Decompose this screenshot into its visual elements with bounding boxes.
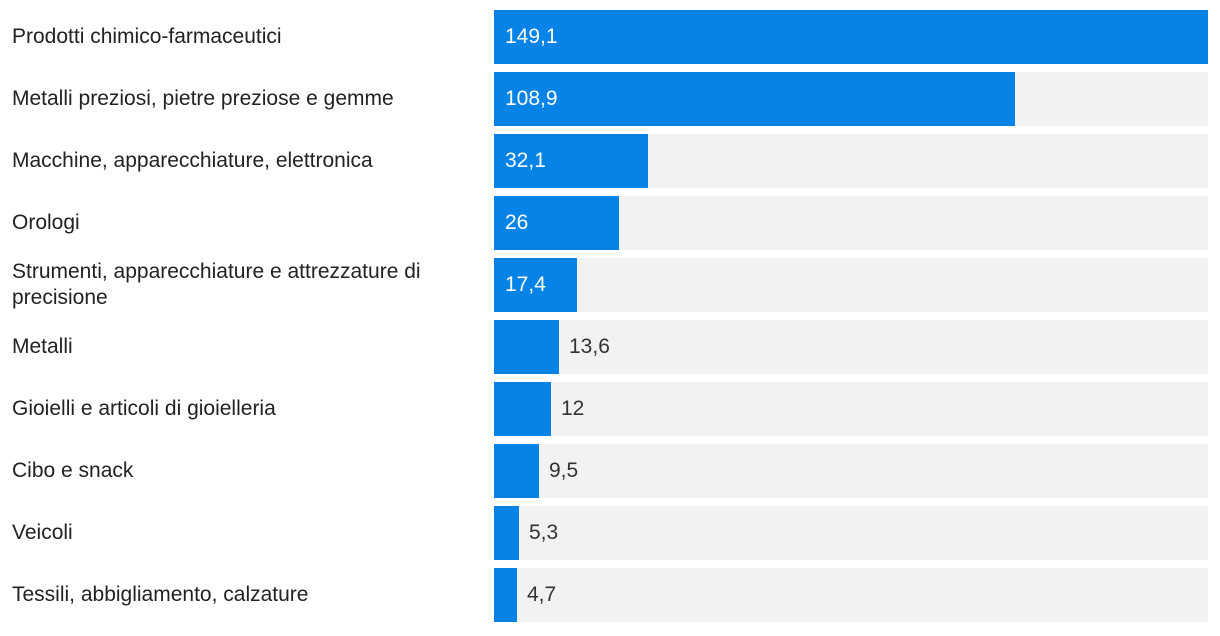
category-label: Prodotti chimico-farmaceutici bbox=[12, 25, 282, 48]
bar-track: 12 bbox=[494, 382, 1208, 436]
category-label: Strumenti, apparecchiature e attrezzatur… bbox=[12, 260, 421, 309]
bar bbox=[494, 506, 519, 560]
value-label: 108,9 bbox=[505, 87, 558, 110]
bar bbox=[494, 568, 517, 622]
category-label: Metalli preziosi, pietre preziose e gemm… bbox=[12, 87, 394, 110]
bar-track: 108,9 bbox=[494, 72, 1208, 126]
value-label: 12 bbox=[561, 397, 585, 420]
bar-track: 13,6 bbox=[494, 320, 1208, 374]
bar-row: Orologi 26 bbox=[0, 196, 1220, 250]
bar bbox=[494, 72, 1015, 126]
value-label: 17,4 bbox=[505, 273, 546, 296]
bar-track: 32,1 bbox=[494, 134, 1208, 188]
bar bbox=[494, 382, 551, 436]
category-label: Cibo e snack bbox=[12, 459, 134, 482]
bar-row: Cibo e snack 9,5 bbox=[0, 444, 1220, 498]
bar-row: Veicoli 5,3 bbox=[0, 506, 1220, 560]
category-label: Veicoli bbox=[12, 521, 73, 544]
bar bbox=[494, 320, 559, 374]
value-label: 13,6 bbox=[569, 335, 610, 358]
bar-track: 17,4 bbox=[494, 258, 1208, 312]
bar-row: Gioielli e articoli di gioielleria 12 bbox=[0, 382, 1220, 436]
bar bbox=[494, 444, 539, 498]
bar-row: Prodotti chimico-farmaceutici 149,1 bbox=[0, 10, 1220, 64]
bar-track: 5,3 bbox=[494, 506, 1208, 560]
bar-row: Metalli 13,6 bbox=[0, 320, 1220, 374]
category-label: Tessili, abbigliamento, calzature bbox=[12, 583, 309, 606]
bar bbox=[494, 258, 577, 312]
category-label: Gioielli e articoli di gioielleria bbox=[12, 397, 276, 420]
value-label: 4,7 bbox=[527, 583, 557, 606]
bar-track: 4,7 bbox=[494, 568, 1208, 622]
bar-track: 26 bbox=[494, 196, 1208, 250]
bar-row: Metalli preziosi, pietre preziose e gemm… bbox=[0, 72, 1220, 126]
value-label: 149,1 bbox=[505, 25, 558, 48]
category-label: Macchine, apparecchiature, elettronica bbox=[12, 149, 373, 172]
bar-track: 149,1 bbox=[494, 10, 1208, 64]
category-label: Metalli bbox=[12, 335, 73, 358]
value-label: 26 bbox=[505, 211, 529, 234]
value-label: 32,1 bbox=[505, 149, 546, 172]
bar bbox=[494, 134, 648, 188]
bar-track: 9,5 bbox=[494, 444, 1208, 498]
value-label: 5,3 bbox=[529, 521, 559, 544]
value-label: 9,5 bbox=[549, 459, 579, 482]
category-label: Orologi bbox=[12, 211, 80, 234]
bar-row: Strumenti, apparecchiature e attrezzatur… bbox=[0, 258, 1220, 312]
bar bbox=[494, 10, 1208, 64]
bar bbox=[494, 196, 619, 250]
bar-row: Tessili, abbigliamento, calzature 4,7 bbox=[0, 568, 1220, 622]
bar-row: Macchine, apparecchiature, elettronica 32… bbox=[0, 134, 1220, 188]
